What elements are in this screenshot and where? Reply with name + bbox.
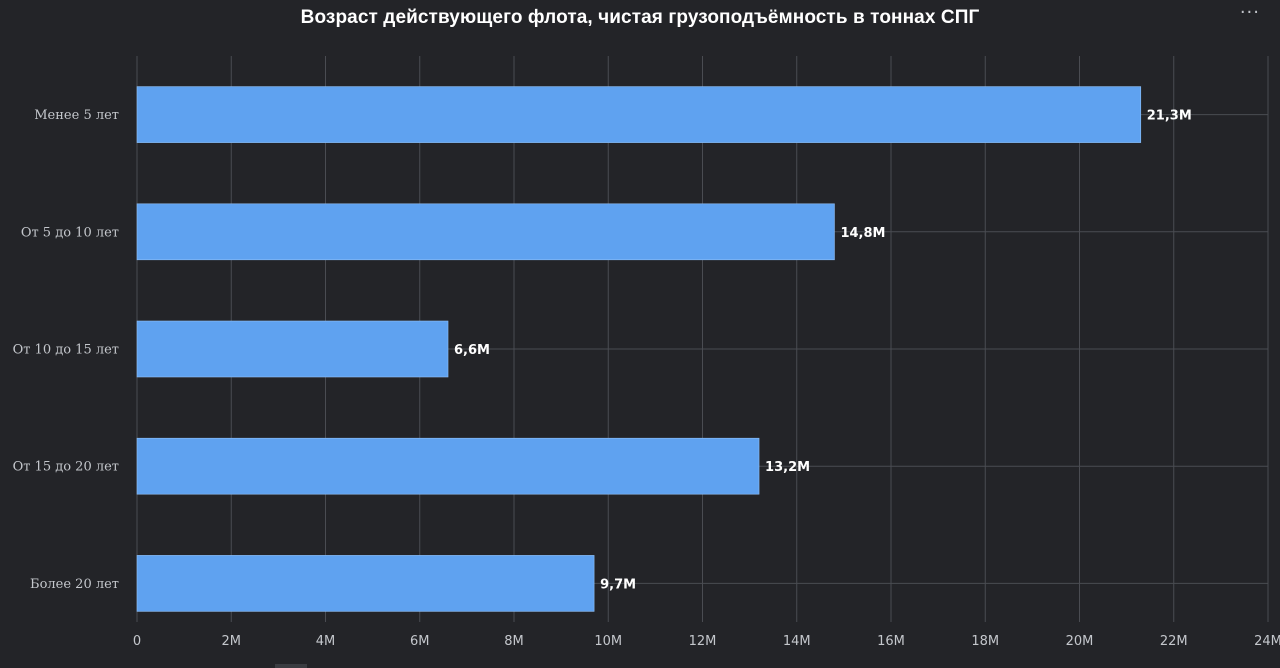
- category-label: От 10 до 15 лет: [13, 343, 119, 358]
- more-options-icon[interactable]: ···: [1239, 2, 1260, 23]
- chart-title: Возраст действующего флота, чистая грузо…: [300, 7, 980, 28]
- bar: [136, 437, 760, 495]
- labels: 0 2M 4M 6M 8M 10M 12M 14M 16M 18M 20M 22M 24M Менее 5…: [13, 108, 1280, 649]
- data-label: 21,3M: [1147, 109, 1192, 124]
- x-tick-label: 16M: [877, 634, 905, 649]
- category-label: Менее 5 лет: [34, 108, 119, 123]
- x-tick-label: 12M: [689, 634, 717, 649]
- category-label: От 5 до 10 лет: [21, 225, 119, 240]
- x-tick-label: 6M: [410, 634, 430, 649]
- x-tick-label: 10M: [594, 634, 622, 649]
- x-tick-label: 0: [133, 634, 141, 649]
- category-label: Более 20 лет: [30, 577, 119, 592]
- x-tick-label: 20M: [1066, 634, 1094, 649]
- x-tick-label: 24M: [1254, 634, 1280, 649]
- x-tick-label: 8M: [504, 634, 524, 649]
- x-tick-label: 4M: [316, 634, 336, 649]
- data-label: 14,8M: [840, 226, 885, 241]
- category-label: От 15 до 20 лет: [13, 460, 119, 475]
- bars: [136, 86, 1142, 612]
- bar: [136, 320, 449, 378]
- x-tick-label: 14M: [783, 634, 811, 649]
- x-tick-label: 2M: [222, 634, 242, 649]
- data-label: 6,6M: [454, 343, 490, 358]
- bar: [136, 555, 595, 612]
- x-tick-label: 18M: [971, 634, 999, 649]
- data-label: 13,2M: [765, 460, 810, 475]
- data-label: 9,7M: [600, 577, 636, 592]
- x-tick-label: 22M: [1160, 634, 1188, 649]
- bar: [136, 203, 835, 261]
- bar: [136, 86, 1142, 143]
- scroll-indicator[interactable]: [275, 664, 307, 668]
